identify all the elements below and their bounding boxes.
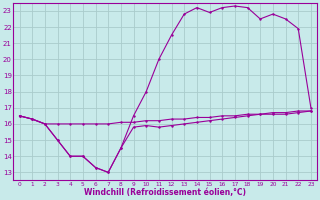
X-axis label: Windchill (Refroidissement éolien,°C): Windchill (Refroidissement éolien,°C) bbox=[84, 188, 246, 197]
